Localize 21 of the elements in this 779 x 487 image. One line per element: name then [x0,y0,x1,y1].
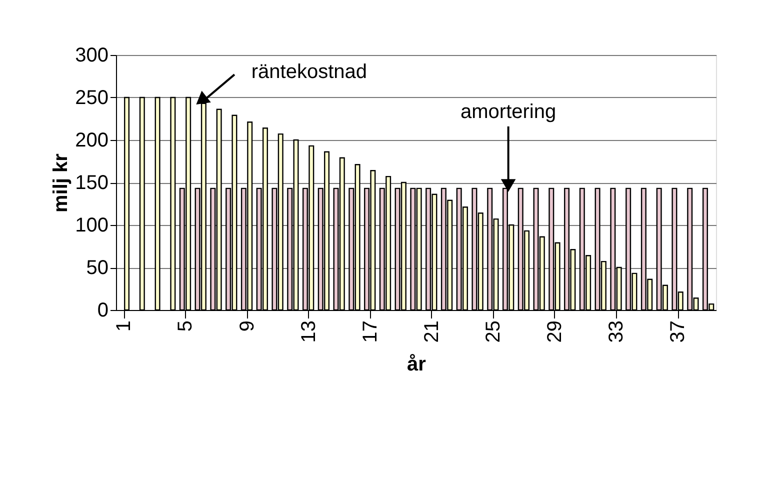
x-tick-label: 21 [420,320,443,343]
x-tick-label: 33 [606,320,628,343]
y-axis-title: milj kr [50,153,72,212]
x-axis-title: år [407,354,426,376]
x-tick-label: 1 [113,320,136,332]
y-tick-label: 150 [75,172,108,194]
y-tick-label: 250 [75,87,108,109]
x-tick-label: 5 [174,320,197,332]
y-tick-label: 0 [97,300,108,322]
x-tick-label: 25 [482,320,504,343]
x-tick-label: 13 [298,320,320,343]
x-tick-label: 29 [544,320,566,343]
y-tick-label: 200 [75,130,108,152]
x-tick-label: 9 [236,320,258,332]
annotation: amortering [460,100,556,123]
y-tick-label: 100 [75,214,108,236]
y-tick-label: 300 [75,44,108,66]
annotation: räntekostnad [251,61,368,83]
y-tick-label: 50 [86,257,108,279]
x-tick-label: 17 [359,320,382,343]
x-tick-label: 37 [667,320,690,343]
